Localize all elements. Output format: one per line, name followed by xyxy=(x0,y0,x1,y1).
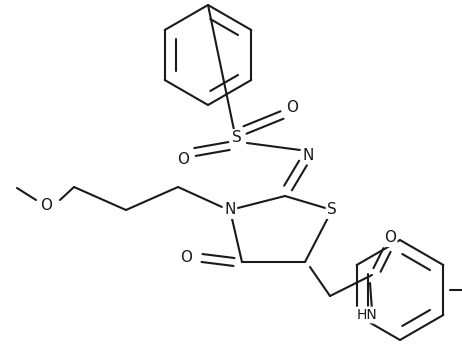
Text: O: O xyxy=(177,153,189,167)
Text: O: O xyxy=(286,99,298,114)
Text: O: O xyxy=(384,230,396,246)
Text: N: N xyxy=(302,148,314,162)
Text: HN: HN xyxy=(357,308,377,322)
Text: S: S xyxy=(232,131,242,145)
Text: O: O xyxy=(40,198,52,212)
Text: O: O xyxy=(180,251,192,266)
Text: S: S xyxy=(327,202,337,217)
Text: N: N xyxy=(225,202,236,217)
